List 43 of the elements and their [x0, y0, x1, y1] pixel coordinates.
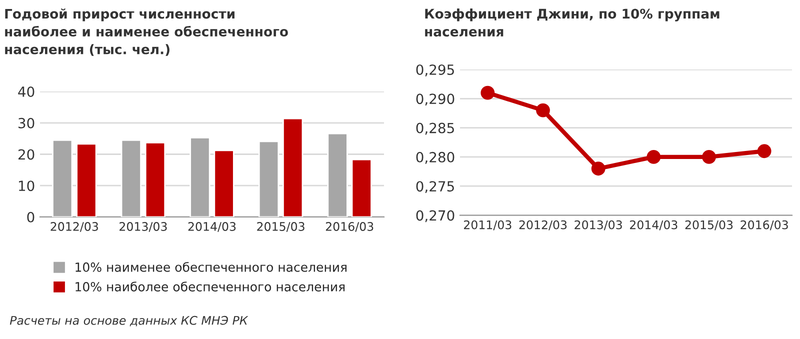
y-tick-label: 0,275 [416, 181, 454, 193]
x-tick-label: 2013/03 [120, 222, 167, 232]
x-tick-label: 2016/03 [326, 222, 374, 232]
bar [190, 136, 210, 217]
legend-label: 10% наименее обеспеченного населения [76, 262, 346, 272]
point [757, 144, 772, 158]
y-tick-label: 40 [18, 86, 34, 98]
y-tick-label: 0 [27, 212, 34, 222]
x-tick-label: 2011/03 [464, 220, 512, 230]
x-tick-label: 2012/03 [50, 222, 98, 232]
point [480, 86, 495, 100]
bar [327, 132, 348, 217]
y-tick-label: 0,280 [416, 152, 454, 164]
y-tick-label: 10 [18, 180, 34, 192]
y-tick-label: 0,290 [416, 94, 454, 106]
point [536, 103, 550, 118]
y-tick-label: 20 [18, 149, 34, 160]
y-tick-label: 0,295 [416, 64, 454, 76]
bar [258, 140, 280, 217]
bar [144, 142, 166, 217]
point [591, 162, 606, 176]
bar [76, 143, 97, 217]
point [646, 150, 661, 164]
legend-label: 10% наиболее обеспеченного населения [76, 282, 345, 292]
bar [120, 139, 142, 217]
bar [282, 118, 304, 217]
chart-title: Годовой прирост численности наиболее и наименее обеспеченного населения (тыс. чел.) [5, 8, 288, 56]
y-tick-label: 0,285 [416, 122, 454, 135]
point [702, 150, 716, 164]
bar [351, 158, 372, 217]
bar [214, 150, 234, 217]
text: Расчеты на основе данных КС МНЭ РК [10, 316, 248, 326]
x-tick-label: 2015/03 [257, 222, 304, 232]
x-tick-label: 2013/03 [574, 220, 622, 230]
chart-title: Коэффициент Джини, по 10% группам населения [425, 8, 720, 37]
x-tick-label: 2016/03 [740, 220, 788, 230]
x-tick-label: 2015/03 [685, 220, 733, 230]
x-tick-label: 2014/03 [630, 220, 678, 230]
bar [52, 139, 73, 217]
y-tick-label: 0,270 [416, 210, 454, 222]
y-tick-label: 30 [18, 118, 34, 128]
x-tick-label: 2012/03 [519, 220, 567, 230]
x-tick-label: 2014/03 [188, 222, 236, 232]
